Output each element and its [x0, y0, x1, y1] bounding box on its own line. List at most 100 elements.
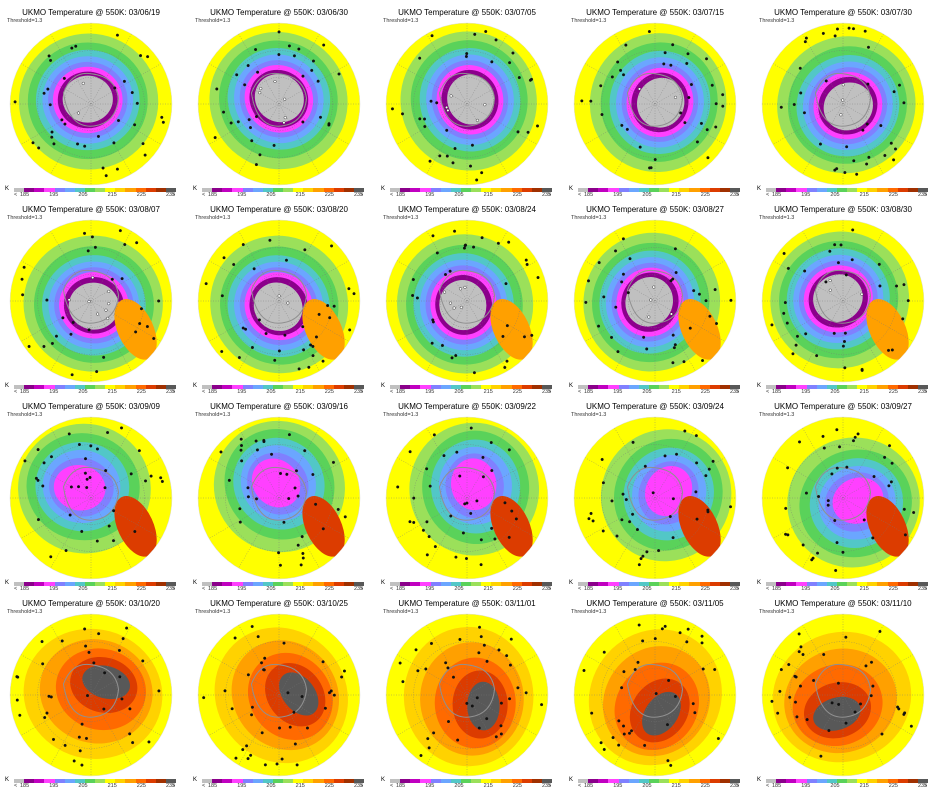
colorbar-swatch [202, 779, 213, 783]
observation-marker [674, 271, 678, 275]
colorbar-swatch [460, 779, 471, 783]
colorbar-tick-label: 215 [483, 192, 493, 198]
observation-marker [838, 445, 842, 449]
observation-marker [85, 486, 89, 490]
colorbar-swatch [917, 385, 928, 389]
observation-marker [241, 748, 245, 752]
colorbar-swatch [450, 385, 461, 389]
observation-marker [786, 466, 790, 470]
colorbar-swatch [578, 582, 589, 586]
colorbar-tick-label: > [736, 586, 740, 592]
observation-marker [277, 349, 281, 353]
panel-title: UKMO Temperature @ 550K: 03/07/05 [398, 8, 536, 17]
observation-marker [54, 334, 58, 338]
colorbar-tick-label: 185 [20, 586, 30, 592]
observation-marker [622, 73, 626, 77]
observation-marker [463, 244, 467, 248]
observation-marker [435, 101, 439, 105]
observation-marker [401, 112, 405, 116]
colorbar-swatch [155, 385, 166, 389]
observation-marker [463, 285, 467, 289]
observation-marker [844, 721, 848, 725]
colorbar-tick-label: < [202, 192, 206, 198]
observation-marker [481, 475, 485, 479]
colorbar-swatch [283, 582, 294, 586]
observation-marker [653, 637, 657, 641]
threshold-label: Threshold=1.3 [195, 18, 231, 24]
colorbar-swatch [353, 188, 364, 192]
observation-marker [239, 437, 243, 441]
observation-marker [729, 505, 733, 509]
colorbar-tick-label: 205 [642, 783, 652, 789]
observation-marker [83, 144, 87, 148]
observation-marker [610, 75, 614, 79]
colorbar-tick-label: 215 [107, 586, 117, 592]
colorbar-tick-label: 185 [584, 192, 594, 198]
colorbar-tick-label: 215 [859, 389, 869, 395]
observation-marker [40, 640, 44, 644]
colorbar-swatch [887, 582, 898, 586]
colorbar-swatch [588, 188, 599, 192]
colorbar-swatch [313, 385, 324, 389]
colorbar-swatch [44, 188, 55, 192]
colorbar-swatch [430, 385, 441, 389]
observation-marker [297, 47, 301, 51]
colorbar-swatch [618, 582, 629, 586]
colorbar-swatch [145, 582, 156, 586]
observation-marker [286, 691, 290, 695]
observation-marker [70, 46, 74, 50]
polar-map [761, 219, 925, 383]
colorbar-swatch [252, 188, 263, 192]
observation-marker [303, 449, 307, 453]
colorbar-tick-label: 215 [107, 783, 117, 789]
colorbar-swatch [252, 582, 263, 586]
observation-marker [663, 454, 667, 458]
observation-marker [714, 125, 718, 129]
colorbar-swatch [262, 385, 273, 389]
observation-marker [836, 261, 840, 265]
panel-title: UKMO Temperature @ 550K: 03/09/16 [210, 402, 348, 411]
colorbar-swatch [897, 188, 908, 192]
observation-marker [74, 44, 78, 48]
observation-marker [95, 370, 99, 374]
observation-marker [42, 344, 46, 348]
observation-marker [675, 452, 679, 456]
observation-marker [861, 128, 865, 132]
observation-marker [801, 653, 805, 657]
colorbar-tick-label: 215 [671, 192, 681, 198]
threshold-label: Threshold=1.3 [7, 215, 43, 221]
colorbar-swatch [531, 779, 542, 783]
unit-label: K [381, 186, 386, 192]
observation-marker [112, 141, 116, 145]
observation-marker [287, 497, 291, 501]
colorbar-tick-label: 185 [584, 586, 594, 592]
warm-anomaly [866, 299, 909, 360]
observation-marker [830, 701, 834, 705]
observation-marker [597, 324, 601, 328]
colorbar-swatch [303, 582, 314, 586]
colorbar-swatch [471, 188, 482, 192]
observation-marker [408, 520, 412, 524]
observation-marker [277, 53, 281, 57]
antarctica-coastline [250, 269, 308, 324]
colorbar-swatch [638, 385, 649, 389]
colorbar-swatch [303, 188, 314, 192]
observation-marker [81, 81, 85, 85]
observation-marker [31, 141, 35, 145]
observation-marker [893, 147, 897, 151]
colorbar-swatch [897, 582, 908, 586]
observation-marker [130, 91, 134, 95]
colorbar-swatch [638, 779, 649, 783]
observation-marker [622, 670, 626, 674]
observation-marker [597, 261, 601, 265]
map-panel: UKMO Temperature @ 550K: 03/11/10 Thresho… [757, 599, 928, 796]
colorbar-swatch [729, 188, 740, 192]
colorbar-swatch [105, 779, 116, 783]
colorbar-swatch [511, 779, 522, 783]
threshold-label: Threshold=1.3 [7, 18, 43, 24]
threshold-label: Threshold=1.3 [383, 412, 419, 418]
colorbar-tick-label: 235 [354, 192, 364, 198]
colorbar-tick-label: > [548, 389, 552, 395]
colorbar-tick-label: 195 [49, 389, 59, 395]
colorbar-swatch [481, 188, 492, 192]
